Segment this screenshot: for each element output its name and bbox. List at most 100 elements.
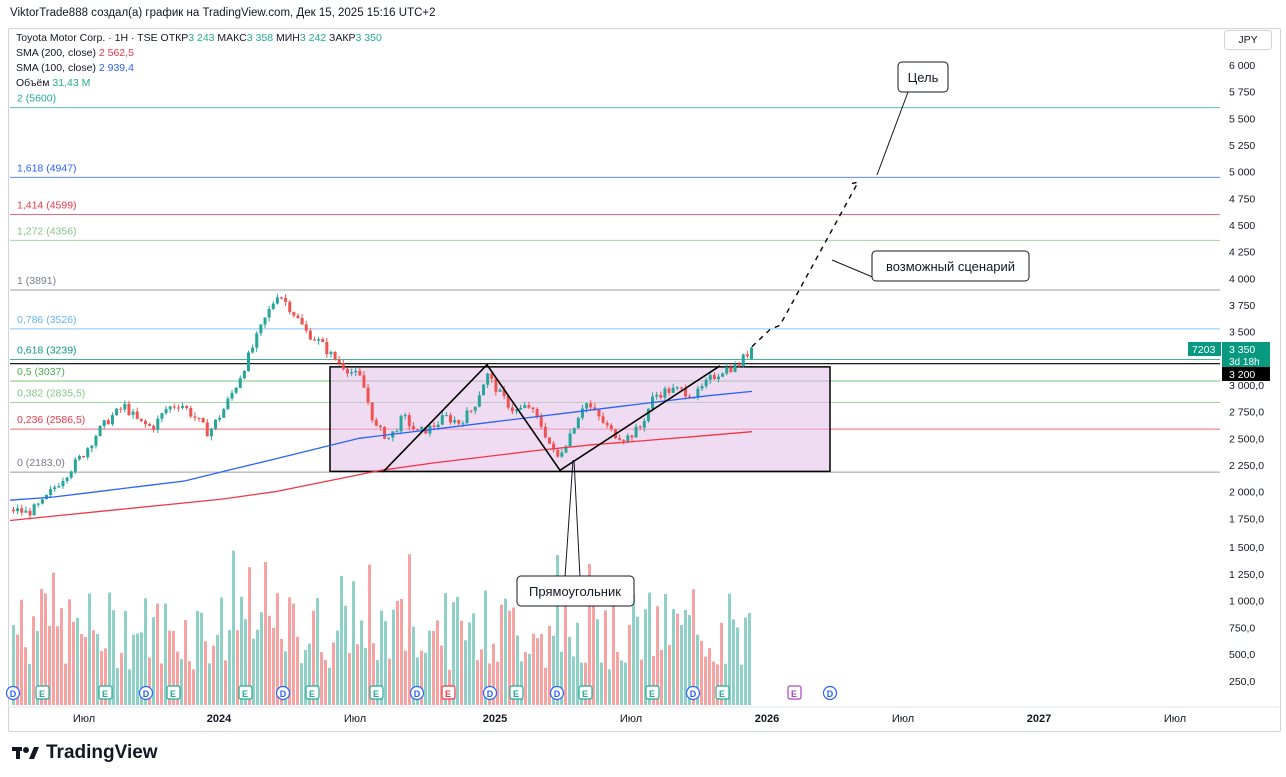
- volume-bar: [724, 663, 727, 705]
- last-price-badge: [1222, 342, 1270, 368]
- volume-bar: [664, 594, 667, 705]
- event-letter: E: [513, 689, 519, 699]
- volume-bar: [248, 567, 251, 705]
- candle-body: [49, 489, 53, 495]
- volume-bar: [184, 620, 187, 705]
- volume-bar: [348, 653, 351, 705]
- candle-body: [131, 411, 135, 415]
- volume-bar: [700, 641, 703, 705]
- volume-bar: [552, 635, 555, 705]
- candle-body: [725, 367, 729, 374]
- x-tick-0: Июл: [73, 713, 95, 725]
- volume-bar: [688, 615, 691, 705]
- volume-bar: [60, 608, 63, 705]
- candle-body: [482, 384, 486, 396]
- candle-body: [358, 370, 362, 376]
- volume-value: 31,43 M: [52, 77, 91, 89]
- candle-body: [176, 407, 180, 409]
- ohlc-label-1: МАКС: [214, 32, 247, 44]
- volume-row[interactable]: Объём 31,43 M: [16, 76, 382, 91]
- dividend-icon: [822, 685, 838, 701]
- sma100-value: 2 939,4: [98, 62, 134, 74]
- volume-bar: [512, 607, 515, 705]
- volume-bar: [180, 659, 183, 705]
- sma100-row[interactable]: SMA (100, close) 2 939,4: [16, 61, 382, 76]
- sma200-row[interactable]: SMA (200, close) 2 562,5: [16, 46, 382, 61]
- volume-bar: [368, 564, 371, 705]
- volume-bar: [748, 612, 751, 705]
- candle-body: [395, 431, 399, 433]
- volume-bar: [532, 633, 535, 705]
- volume-bar: [352, 581, 355, 705]
- candle-body: [226, 398, 230, 410]
- price-tick-4: 5 000: [1229, 167, 1255, 179]
- volume-bar: [636, 616, 639, 705]
- volume-bar: [104, 648, 107, 705]
- volume-bar: [36, 631, 39, 705]
- volume-bar: [384, 621, 387, 705]
- rectangle-callout-text: Прямоугольник: [529, 584, 621, 599]
- candle-body: [576, 417, 580, 429]
- candle-body: [304, 324, 308, 331]
- event-letter: E: [649, 689, 655, 699]
- volume-bar: [396, 600, 399, 705]
- volume-bar: [492, 643, 495, 705]
- volume-bar: [204, 641, 207, 705]
- volume-bar: [444, 593, 447, 705]
- candle-body: [568, 433, 572, 447]
- volume-bar: [144, 598, 147, 705]
- candle-body: [201, 418, 205, 423]
- candle-body: [61, 481, 65, 487]
- candle-body: [440, 415, 444, 425]
- candle-body: [329, 352, 333, 355]
- volume-bar: [672, 609, 675, 705]
- sma100-line: [9, 390, 753, 501]
- rect-callout-pointer-1: [564, 459, 574, 578]
- price-tick-10: 3 500: [1229, 327, 1255, 339]
- volume-bar: [312, 610, 315, 705]
- candle-body: [420, 427, 424, 430]
- currency-button[interactable]: JPY: [1224, 30, 1272, 50]
- price-tick-16: 2 000,0: [1229, 487, 1264, 499]
- volume-bar: [528, 653, 531, 705]
- volume-bar: [176, 651, 179, 705]
- candle-body: [638, 426, 642, 428]
- candle-body: [251, 347, 255, 353]
- candle-body: [626, 435, 630, 442]
- price-tick-17: 1 750,0: [1229, 513, 1264, 525]
- countdown-text: 3d 18h: [1229, 357, 1260, 368]
- volume-bar: [604, 610, 607, 705]
- candle-body: [527, 405, 531, 408]
- event-letter: D: [554, 689, 561, 699]
- candle-body: [556, 449, 560, 457]
- volume-bar: [472, 613, 475, 705]
- volume-bar: [516, 635, 519, 705]
- candle-body: [597, 409, 601, 417]
- target-callout-box: [897, 61, 949, 93]
- dividend-icon: [409, 685, 425, 701]
- volume-bar: [496, 661, 499, 705]
- volume-bar: [340, 575, 343, 705]
- volume-bar: [428, 630, 431, 705]
- event-letter: D: [414, 689, 421, 699]
- price-tick-1: 5 750: [1229, 87, 1255, 99]
- ohlc-value-3: 3 350: [355, 32, 382, 44]
- rect-callout-pointer-2: [573, 459, 581, 578]
- volume-bar: [632, 594, 635, 705]
- volume-bar: [400, 598, 403, 705]
- volume-bar: [156, 603, 159, 705]
- volume-bar: [628, 624, 631, 705]
- candle-body: [704, 379, 708, 387]
- volume-bar: [676, 613, 679, 705]
- tradingview-logo: TradingView: [12, 742, 158, 764]
- earnings-icon: [715, 685, 730, 700]
- candle-body: [453, 420, 457, 423]
- candle-body: [498, 389, 502, 392]
- candle-body: [708, 375, 712, 380]
- volume-bar: [208, 663, 211, 705]
- volume-bar: [260, 612, 263, 705]
- candle-body: [168, 406, 172, 410]
- volume-bar: [580, 662, 583, 705]
- candle-body: [53, 487, 57, 490]
